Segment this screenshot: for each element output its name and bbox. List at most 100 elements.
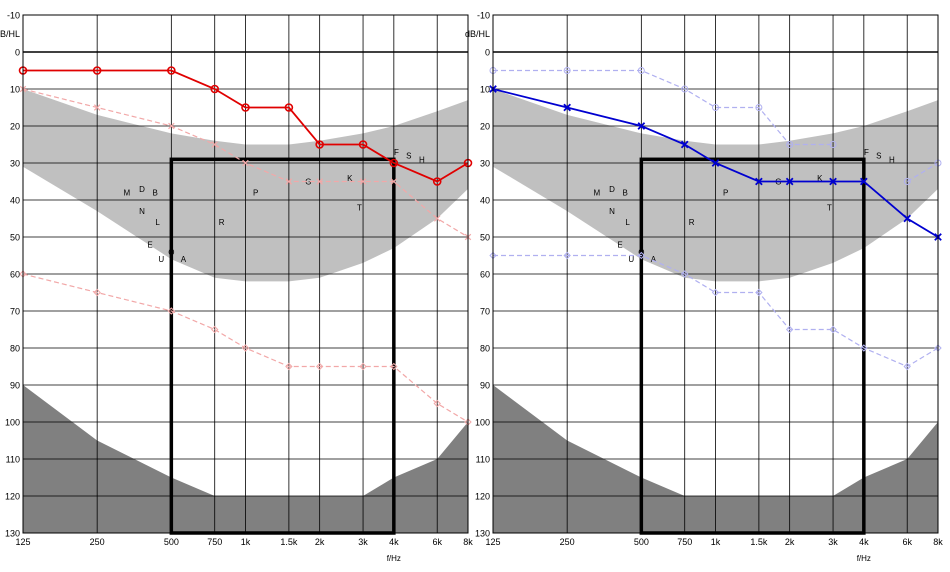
speech-letter: F xyxy=(864,148,869,157)
data-point xyxy=(359,362,367,371)
y-tick-label: 10 xyxy=(480,85,490,95)
y-tick-label: 110 xyxy=(476,455,490,465)
data-point xyxy=(755,177,763,186)
speech-letter: N xyxy=(139,207,145,216)
x-tick-label: 3k xyxy=(828,537,838,547)
y-tick-label: 40 xyxy=(480,196,490,206)
x-tick-label: 125 xyxy=(485,537,500,547)
y-tick-label: 110 xyxy=(6,455,20,465)
speech-letter: N xyxy=(609,207,615,216)
plot-border xyxy=(492,14,939,534)
x-tick-label: 4k xyxy=(389,537,399,547)
y-tick-label: 0 xyxy=(15,48,20,58)
data-point xyxy=(168,122,175,130)
series-line xyxy=(493,254,939,368)
y-tick-label: 100 xyxy=(475,418,490,428)
data-point xyxy=(167,307,176,315)
x-tick-label: 250 xyxy=(560,537,575,547)
y-tick-label: 60 xyxy=(480,270,490,280)
data-point xyxy=(284,103,294,112)
y-axis-label: dB/HL xyxy=(465,29,490,39)
y-tick-label: 130 xyxy=(5,529,20,539)
speech-letter: S xyxy=(406,152,411,161)
speech-letter: T xyxy=(827,203,832,212)
speech-letter: T xyxy=(357,203,362,212)
y-tick-label: 90 xyxy=(10,381,20,391)
y-tick-label: 80 xyxy=(480,344,490,354)
data-point xyxy=(359,178,367,185)
x-tick-label: 125 xyxy=(15,537,30,547)
speech-letter: H xyxy=(889,155,895,164)
speech-letter: A xyxy=(181,255,187,264)
data-point xyxy=(390,362,398,371)
data-point xyxy=(390,178,398,185)
data-point xyxy=(680,140,689,149)
data-point xyxy=(210,84,220,94)
data-point xyxy=(829,325,837,334)
series-line xyxy=(493,69,834,146)
y-axis-label: dB/HL xyxy=(0,29,20,39)
data-point xyxy=(563,103,572,112)
y-tick-label: 100 xyxy=(5,418,20,428)
data-point xyxy=(829,141,837,148)
y-tick-label: 30 xyxy=(480,159,490,169)
speech-letter: D xyxy=(139,185,145,194)
data-point xyxy=(903,362,911,371)
x-tick-label: 1.5k xyxy=(750,537,768,547)
series-line xyxy=(22,273,469,423)
speech-letter: R xyxy=(689,218,695,227)
speech-letter: M xyxy=(124,189,131,198)
speech-letter: R xyxy=(219,218,225,227)
x-axis-label: f/Hz xyxy=(857,554,871,563)
speech-letter: L xyxy=(625,218,630,227)
data-point xyxy=(637,67,645,74)
speech-letter: G xyxy=(305,178,311,187)
x-tick-label: 1k xyxy=(241,537,251,547)
y-tick-label: 0 xyxy=(485,48,490,58)
data-point xyxy=(637,122,646,130)
speech-letter: L xyxy=(155,218,160,227)
speech-letter: E xyxy=(147,240,152,249)
x-tick-label: 750 xyxy=(677,537,692,547)
y-tick-label: 50 xyxy=(10,233,20,243)
x-tick-label: 8k xyxy=(933,537,943,547)
x-tick-label: 6k xyxy=(902,537,912,547)
data-point xyxy=(681,85,689,93)
y-tick-label: 70 xyxy=(10,307,20,317)
data-point xyxy=(93,104,101,111)
y-tick-label: 10 xyxy=(10,85,20,95)
speech-letter: D xyxy=(609,185,615,194)
plot-border xyxy=(22,14,469,534)
y-tick-label: 60 xyxy=(10,270,20,280)
data-point xyxy=(755,104,763,111)
data-point xyxy=(93,288,101,297)
data-point xyxy=(358,140,368,149)
y-tick-label: 90 xyxy=(480,381,490,391)
x-tick-label: 750 xyxy=(207,537,222,547)
speech-letter: H xyxy=(419,155,425,164)
data-point xyxy=(712,104,719,111)
x-tick-label: 8k xyxy=(463,537,473,547)
x-tick-label: 6k xyxy=(432,537,442,547)
x-tick-label: 500 xyxy=(164,537,179,547)
data-point xyxy=(432,177,442,186)
y-tick-label: -10 xyxy=(7,11,20,21)
series-line xyxy=(906,162,939,183)
x-tick-label: 500 xyxy=(634,537,649,547)
data-point xyxy=(637,251,646,260)
x-tick-label: 1.5k xyxy=(280,537,298,547)
data-point xyxy=(755,288,763,297)
y-tick-label: 70 xyxy=(480,307,490,317)
data-point xyxy=(903,178,911,185)
data-point xyxy=(242,159,249,167)
speech-letter: P xyxy=(723,189,728,198)
data-point xyxy=(433,399,441,408)
data-point xyxy=(785,325,794,334)
speech-letter: K xyxy=(347,174,353,183)
data-point xyxy=(167,66,176,75)
data-point xyxy=(860,344,868,352)
data-point xyxy=(859,177,868,186)
speech-letter: S xyxy=(876,152,881,161)
